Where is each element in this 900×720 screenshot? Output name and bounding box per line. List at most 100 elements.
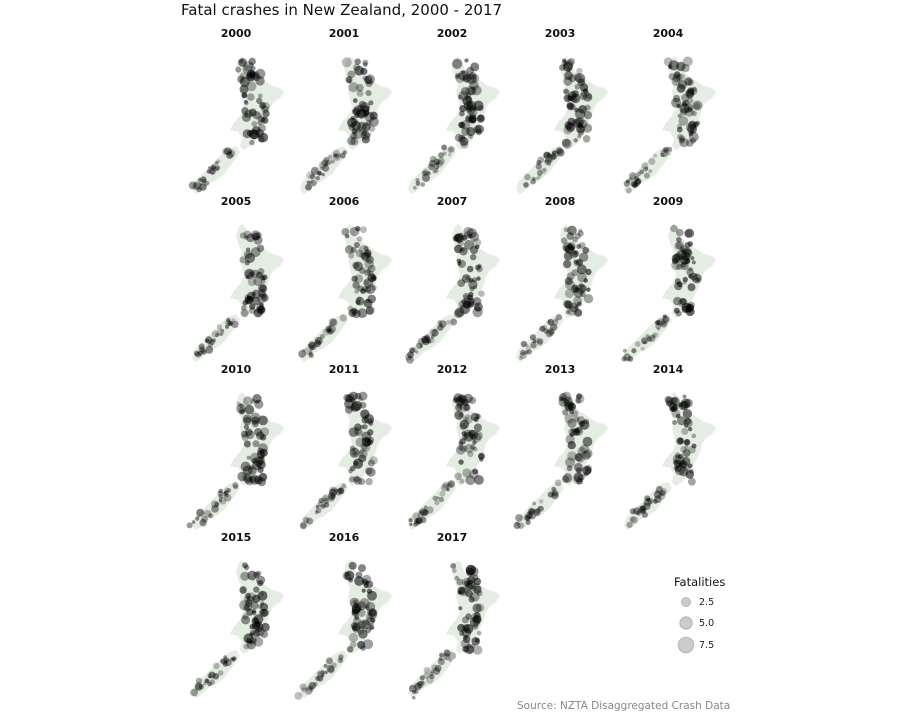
- crash-point: [256, 459, 266, 470]
- crash-point: [641, 511, 648, 518]
- crash-point: [255, 627, 265, 637]
- crash-point: [575, 397, 582, 404]
- crash-point: [532, 501, 536, 506]
- crash-point: [632, 182, 638, 188]
- crash-point: [451, 568, 457, 574]
- crash-point: [360, 67, 368, 75]
- crash-point: [358, 629, 368, 639]
- crash-point: [631, 348, 637, 354]
- crash-point: [368, 264, 376, 273]
- crash-point: [364, 249, 372, 257]
- crash-point: [675, 413, 681, 419]
- crash-point: [351, 624, 361, 633]
- crash-point: [635, 178, 642, 185]
- crash-point: [468, 134, 473, 139]
- crash-point: [313, 681, 318, 687]
- crash-point: [628, 177, 633, 182]
- crash-point: [655, 490, 659, 494]
- crash-point: [541, 325, 548, 331]
- crash-point: [438, 657, 443, 662]
- crash-point: [364, 75, 373, 85]
- crash-point: [435, 166, 439, 170]
- crash-point: [465, 114, 474, 122]
- crash-point: [682, 56, 693, 67]
- crash-point: [199, 519, 207, 527]
- crash-point: [261, 105, 269, 114]
- crash-point: [352, 625, 358, 631]
- crash-point: [357, 601, 367, 611]
- crash-point: [315, 507, 322, 514]
- crash-point: [431, 329, 439, 337]
- crash-point: [429, 328, 438, 337]
- crash-point: [419, 344, 423, 348]
- crash-point: [517, 522, 525, 529]
- crash-point: [632, 507, 641, 515]
- crash-point: [461, 70, 466, 75]
- crash-point: [562, 409, 569, 416]
- crash-point: [686, 303, 695, 312]
- crash-point: [439, 320, 447, 328]
- crash-point: [653, 490, 662, 499]
- crash-point: [475, 413, 481, 419]
- crash-point: [219, 332, 223, 336]
- crash-point: [231, 657, 236, 662]
- crash-point: [462, 645, 470, 653]
- facet-label-2004: 2004: [652, 27, 684, 40]
- crash-point: [551, 491, 559, 500]
- crash-point: [351, 603, 362, 613]
- crash-point: [308, 682, 316, 690]
- crash-point: [428, 337, 435, 344]
- crash-point: [462, 635, 471, 643]
- crash-point: [223, 655, 227, 659]
- crash-point: [209, 168, 216, 175]
- crash-point: [196, 515, 200, 519]
- facet-label-2015: 2015: [220, 531, 252, 544]
- crash-point: [242, 465, 253, 476]
- crash-point: [468, 278, 474, 283]
- crash-point: [414, 682, 422, 691]
- crash-point: [450, 563, 457, 569]
- crash-point: [433, 168, 439, 173]
- crash-point: [251, 416, 260, 425]
- crash-point: [655, 319, 661, 325]
- crash-point: [453, 393, 463, 403]
- legend-label-2: 5.0: [699, 618, 715, 629]
- crash-point: [254, 112, 263, 120]
- crash-point: [683, 439, 691, 446]
- crash-point: [218, 494, 224, 499]
- crash-point: [294, 691, 303, 700]
- crash-point: [463, 623, 474, 634]
- crash-point: [543, 328, 549, 334]
- crash-point: [240, 430, 248, 438]
- crash-point: [353, 476, 362, 485]
- crash-point: [243, 605, 250, 612]
- crash-point: [636, 172, 641, 177]
- crash-point: [458, 587, 467, 595]
- crash-point: [564, 413, 575, 424]
- crash-point: [448, 652, 457, 660]
- crash-point: [458, 412, 464, 418]
- crash-point: [350, 117, 359, 126]
- crash-point: [582, 465, 592, 476]
- crash-point: [453, 396, 459, 401]
- crash-point: [215, 333, 220, 337]
- facet-panel-2005: [192, 224, 284, 362]
- crash-point: [571, 269, 579, 277]
- crash-point: [475, 603, 485, 612]
- crash-point: [211, 500, 219, 509]
- crash-point: [338, 657, 344, 663]
- crash-point: [670, 396, 680, 407]
- crash-point: [350, 641, 357, 648]
- crash-point: [674, 452, 681, 458]
- facet-label-2014: 2014: [652, 363, 684, 376]
- crash-point: [662, 314, 667, 319]
- crash-point: [642, 340, 647, 345]
- crash-point: [361, 286, 368, 292]
- crash-point: [257, 580, 264, 587]
- crash-point: [256, 97, 263, 104]
- crash-point: [575, 117, 585, 127]
- crash-point: [214, 167, 219, 172]
- south-island-shape: [516, 146, 564, 194]
- crash-point: [308, 352, 314, 357]
- crash-point: [345, 76, 353, 84]
